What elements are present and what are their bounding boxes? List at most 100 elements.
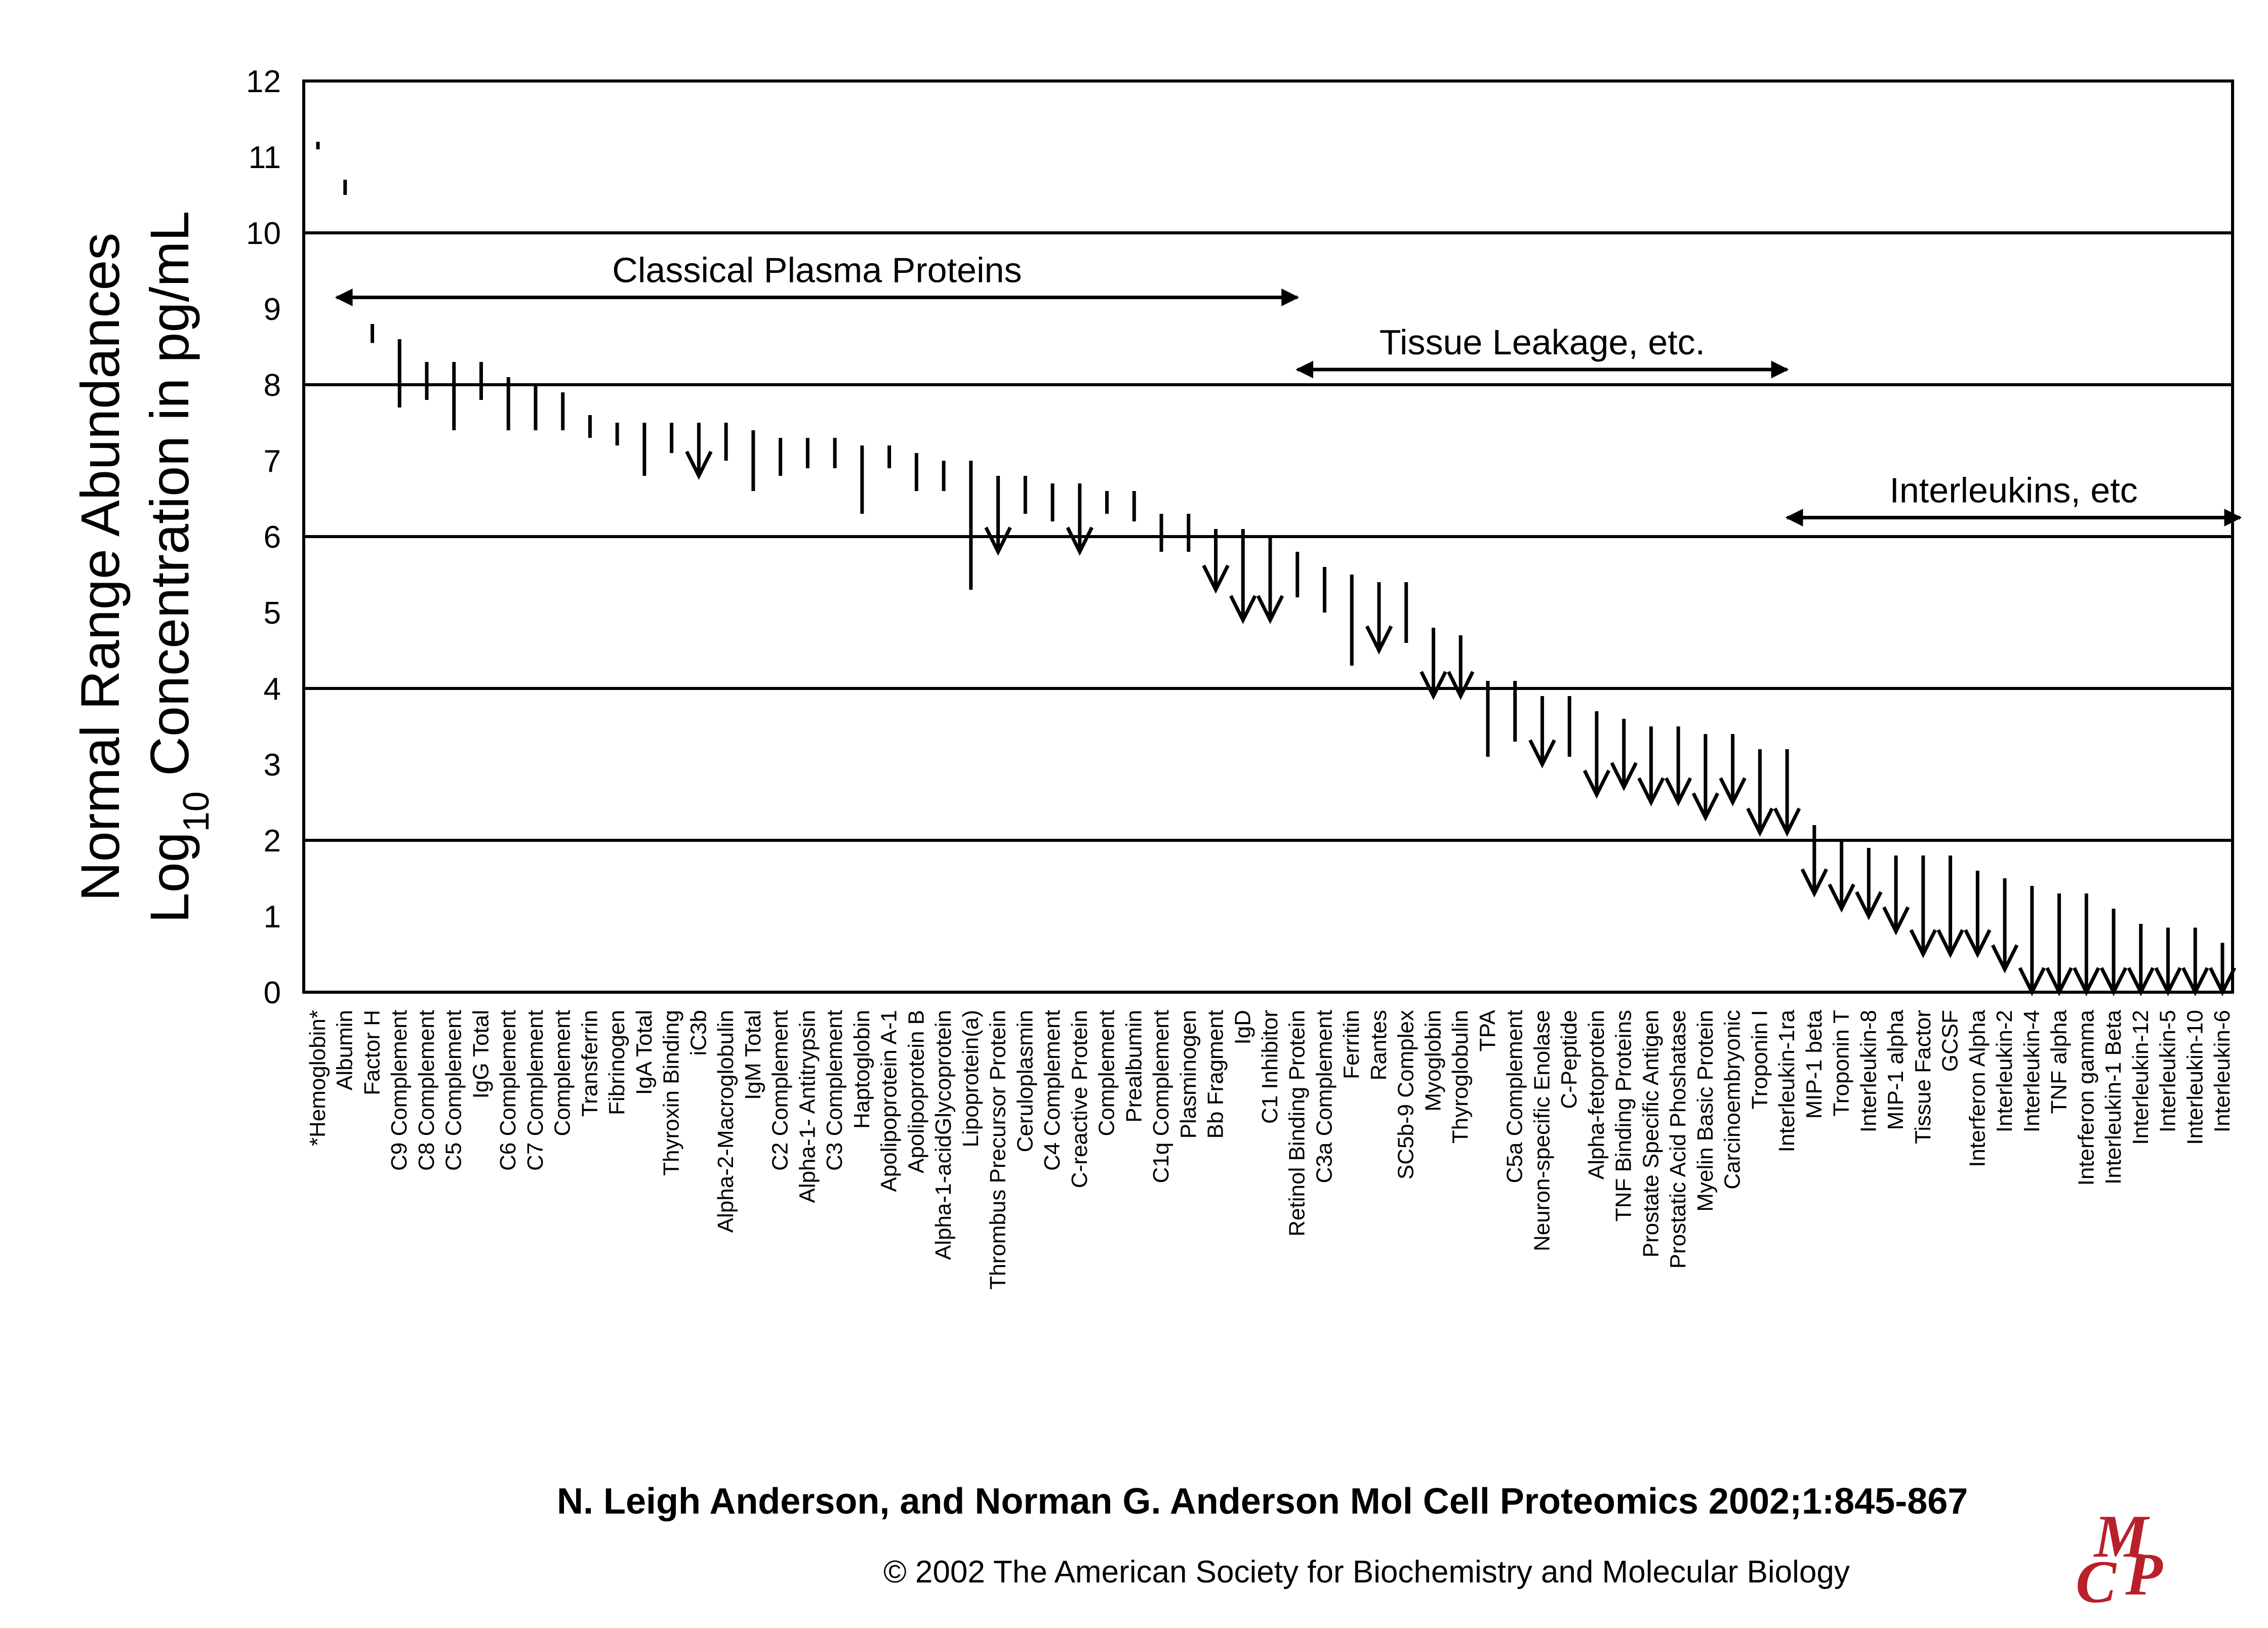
- protein-name-labels: *Hemoglobin* Albumin Factor H C9 Complement…: [305, 1009, 2235, 1289]
- range-arrowhead-62: [1991, 944, 2019, 973]
- protein-label-38: Ferritin: [1339, 1010, 1364, 1079]
- range-arrowhead-53: [1746, 807, 1774, 837]
- range-arrowhead-41: [1420, 671, 1447, 700]
- group-label-2: Interleukins, etc: [1889, 471, 2137, 510]
- protein-label-6: IgG Total: [468, 1010, 493, 1098]
- protein-label-65: Interferon gamma: [2074, 1009, 2098, 1186]
- protein-label-11: Fibrinogen: [604, 1010, 629, 1115]
- protein-label-23: Alpha-1-acidGlycoprotein: [931, 1010, 956, 1260]
- range-arrowhead-48: [1610, 762, 1638, 791]
- protein-label-14: iC3b: [686, 1010, 711, 1056]
- protein-label-58: MIP-1 alpha: [1883, 1009, 1908, 1130]
- range-arrowhead-67: [2127, 967, 2155, 996]
- range-arrowhead-65: [2073, 967, 2100, 996]
- protein-label-63: Interleukin-4: [2019, 1010, 2044, 1132]
- protein-label-45: Neuron-specific Enolase: [1529, 1010, 1554, 1251]
- protein-label-62: Interleukin-2: [1992, 1010, 2017, 1132]
- protein-label-5: C5 Complement: [441, 1010, 466, 1171]
- protein-label-21: Apolipoprotein A-1: [877, 1010, 902, 1192]
- protein-label-56: Troponin T: [1829, 1010, 1854, 1116]
- protein-label-32: Plasminogen: [1176, 1010, 1201, 1138]
- range-arrowhead-55: [1800, 868, 1828, 898]
- protein-label-34: IgD: [1230, 1010, 1255, 1044]
- protein-label-0: *Hemoglobin*: [305, 1010, 330, 1146]
- range-arrowhead-34: [1229, 595, 1257, 624]
- protein-label-51: Myelin Basic Protein: [1693, 1010, 1718, 1212]
- protein-label-2: Factor H: [359, 1010, 384, 1095]
- range-arrowhead-54: [1773, 807, 1801, 837]
- y-tick-label-11: 11: [249, 140, 281, 175]
- y-tick-label-12: 12: [246, 64, 281, 99]
- protein-label-46: C-Peptide: [1557, 1010, 1582, 1109]
- protein-label-68: Interleukin-5: [2156, 1010, 2180, 1132]
- protein-label-57: Interleukin-8: [1856, 1010, 1881, 1132]
- protein-label-41: Myoglobin: [1421, 1010, 1445, 1112]
- group-annotations: Classical Plasma Proteins Tissue Leakage,…: [335, 251, 2242, 526]
- protein-label-43: TPA: [1475, 1009, 1500, 1051]
- protein-label-25: Thrombus Precursor Protein: [986, 1010, 1010, 1290]
- protein-label-64: TNF alpha: [2047, 1009, 2072, 1114]
- range-arrowhead-59: [1909, 929, 1937, 958]
- protein-label-44: C5a Complement: [1503, 1010, 1527, 1183]
- protein-label-8: C7 Complement: [523, 1010, 548, 1171]
- protein-label-55: MIP-1 beta: [1802, 1009, 1827, 1119]
- protein-label-33: Bb Fragment: [1203, 1010, 1228, 1138]
- protein-label-35: C1 Inhibitor: [1258, 1010, 1282, 1124]
- svg-text:C: C: [2076, 1548, 2117, 1615]
- protein-label-50: Prostatic Acid Phoshatase: [1666, 1010, 1690, 1269]
- range-arrowhead-56: [1828, 883, 1855, 913]
- protein-label-54: Interleukin-1ra: [1774, 1009, 1799, 1152]
- y-axis-label-line1: Normal Range Abundances: [69, 233, 131, 902]
- protein-label-9: Complement: [550, 1010, 575, 1136]
- range-arrowhead-61: [1964, 929, 1992, 958]
- protein-label-10: Transferrin: [577, 1010, 602, 1117]
- protein-label-66: Interleukin-1 Beta: [2101, 1009, 2126, 1184]
- range-arrowhead-50: [1665, 777, 1692, 806]
- protein-label-17: C2 Complement: [768, 1010, 793, 1171]
- range-arrowhead-57: [1855, 891, 1883, 920]
- protein-label-49: Prostate Specific Antigen: [1638, 1010, 1663, 1257]
- protein-label-69: Interleukin-10: [2182, 1010, 2207, 1145]
- svg-text:M: M: [2093, 1502, 2151, 1570]
- range-arrowhead-14: [685, 451, 713, 480]
- protein-label-13: Thyroxin Binding: [659, 1010, 684, 1176]
- copyright-notice: © 2002 The American Society for Biochemi…: [883, 1555, 1850, 1590]
- range-arrowhead-33: [1202, 564, 1230, 594]
- range-arrowhead-70: [2208, 967, 2237, 996]
- y-tick-label-2: 2: [264, 824, 281, 859]
- y-axis-label-line2: Log10 Concentration in pg/mL: [139, 211, 217, 923]
- protein-label-26: Ceruloplasmin: [1012, 1010, 1037, 1152]
- protein-label-12: IgA Total: [632, 1010, 657, 1095]
- range-arrowhead-69: [2181, 967, 2209, 996]
- protein-label-27: C4 Complement: [1040, 1010, 1065, 1171]
- range-arrowhead-68: [2154, 967, 2182, 996]
- chart-axes: [302, 79, 2234, 994]
- protein-label-31: C1q Complement: [1149, 1010, 1173, 1183]
- protein-label-1: Albumin: [333, 1010, 357, 1090]
- protein-label-60: GCSF: [1938, 1010, 1963, 1072]
- y-axis-label: Normal Range Abundances Log10 Concentrat…: [69, 211, 217, 923]
- y-tick-label-10: 10: [246, 216, 281, 251]
- protein-range-marks: [316, 142, 2237, 996]
- protein-label-7: C6 Complement: [496, 1010, 520, 1171]
- protein-label-70: Interleukin-6: [2210, 1010, 2235, 1132]
- protein-label-52: Carcinoembryonic: [1720, 1010, 1745, 1190]
- y-tick-label-1: 1: [264, 900, 281, 934]
- range-arrowhead-42: [1447, 671, 1475, 700]
- protein-label-18: Alpha-1- Antitrypsin: [795, 1010, 820, 1203]
- protein-label-37: C3a Complement: [1312, 1010, 1336, 1183]
- group-label-0: Classical Plasma Proteins: [612, 251, 1022, 290]
- protein-label-22: Apolipoprotein B: [904, 1010, 928, 1173]
- protein-label-3: C9 Complement: [387, 1010, 412, 1171]
- range-arrowhead-60: [1936, 929, 1964, 958]
- protein-label-24: Lipoprotein(a): [958, 1010, 983, 1148]
- protein-label-40: SC5b-9 Complex: [1394, 1010, 1419, 1179]
- range-arrowhead-63: [2018, 967, 2046, 996]
- y-tick-label-0: 0: [264, 975, 281, 1010]
- citation: N. Leigh Anderson, and Norman G. Anderso…: [557, 1481, 1968, 1522]
- range-arrowhead-58: [1882, 906, 1910, 935]
- svg-text:P: P: [2125, 1540, 2163, 1608]
- protein-label-4: C8 Complement: [414, 1010, 439, 1171]
